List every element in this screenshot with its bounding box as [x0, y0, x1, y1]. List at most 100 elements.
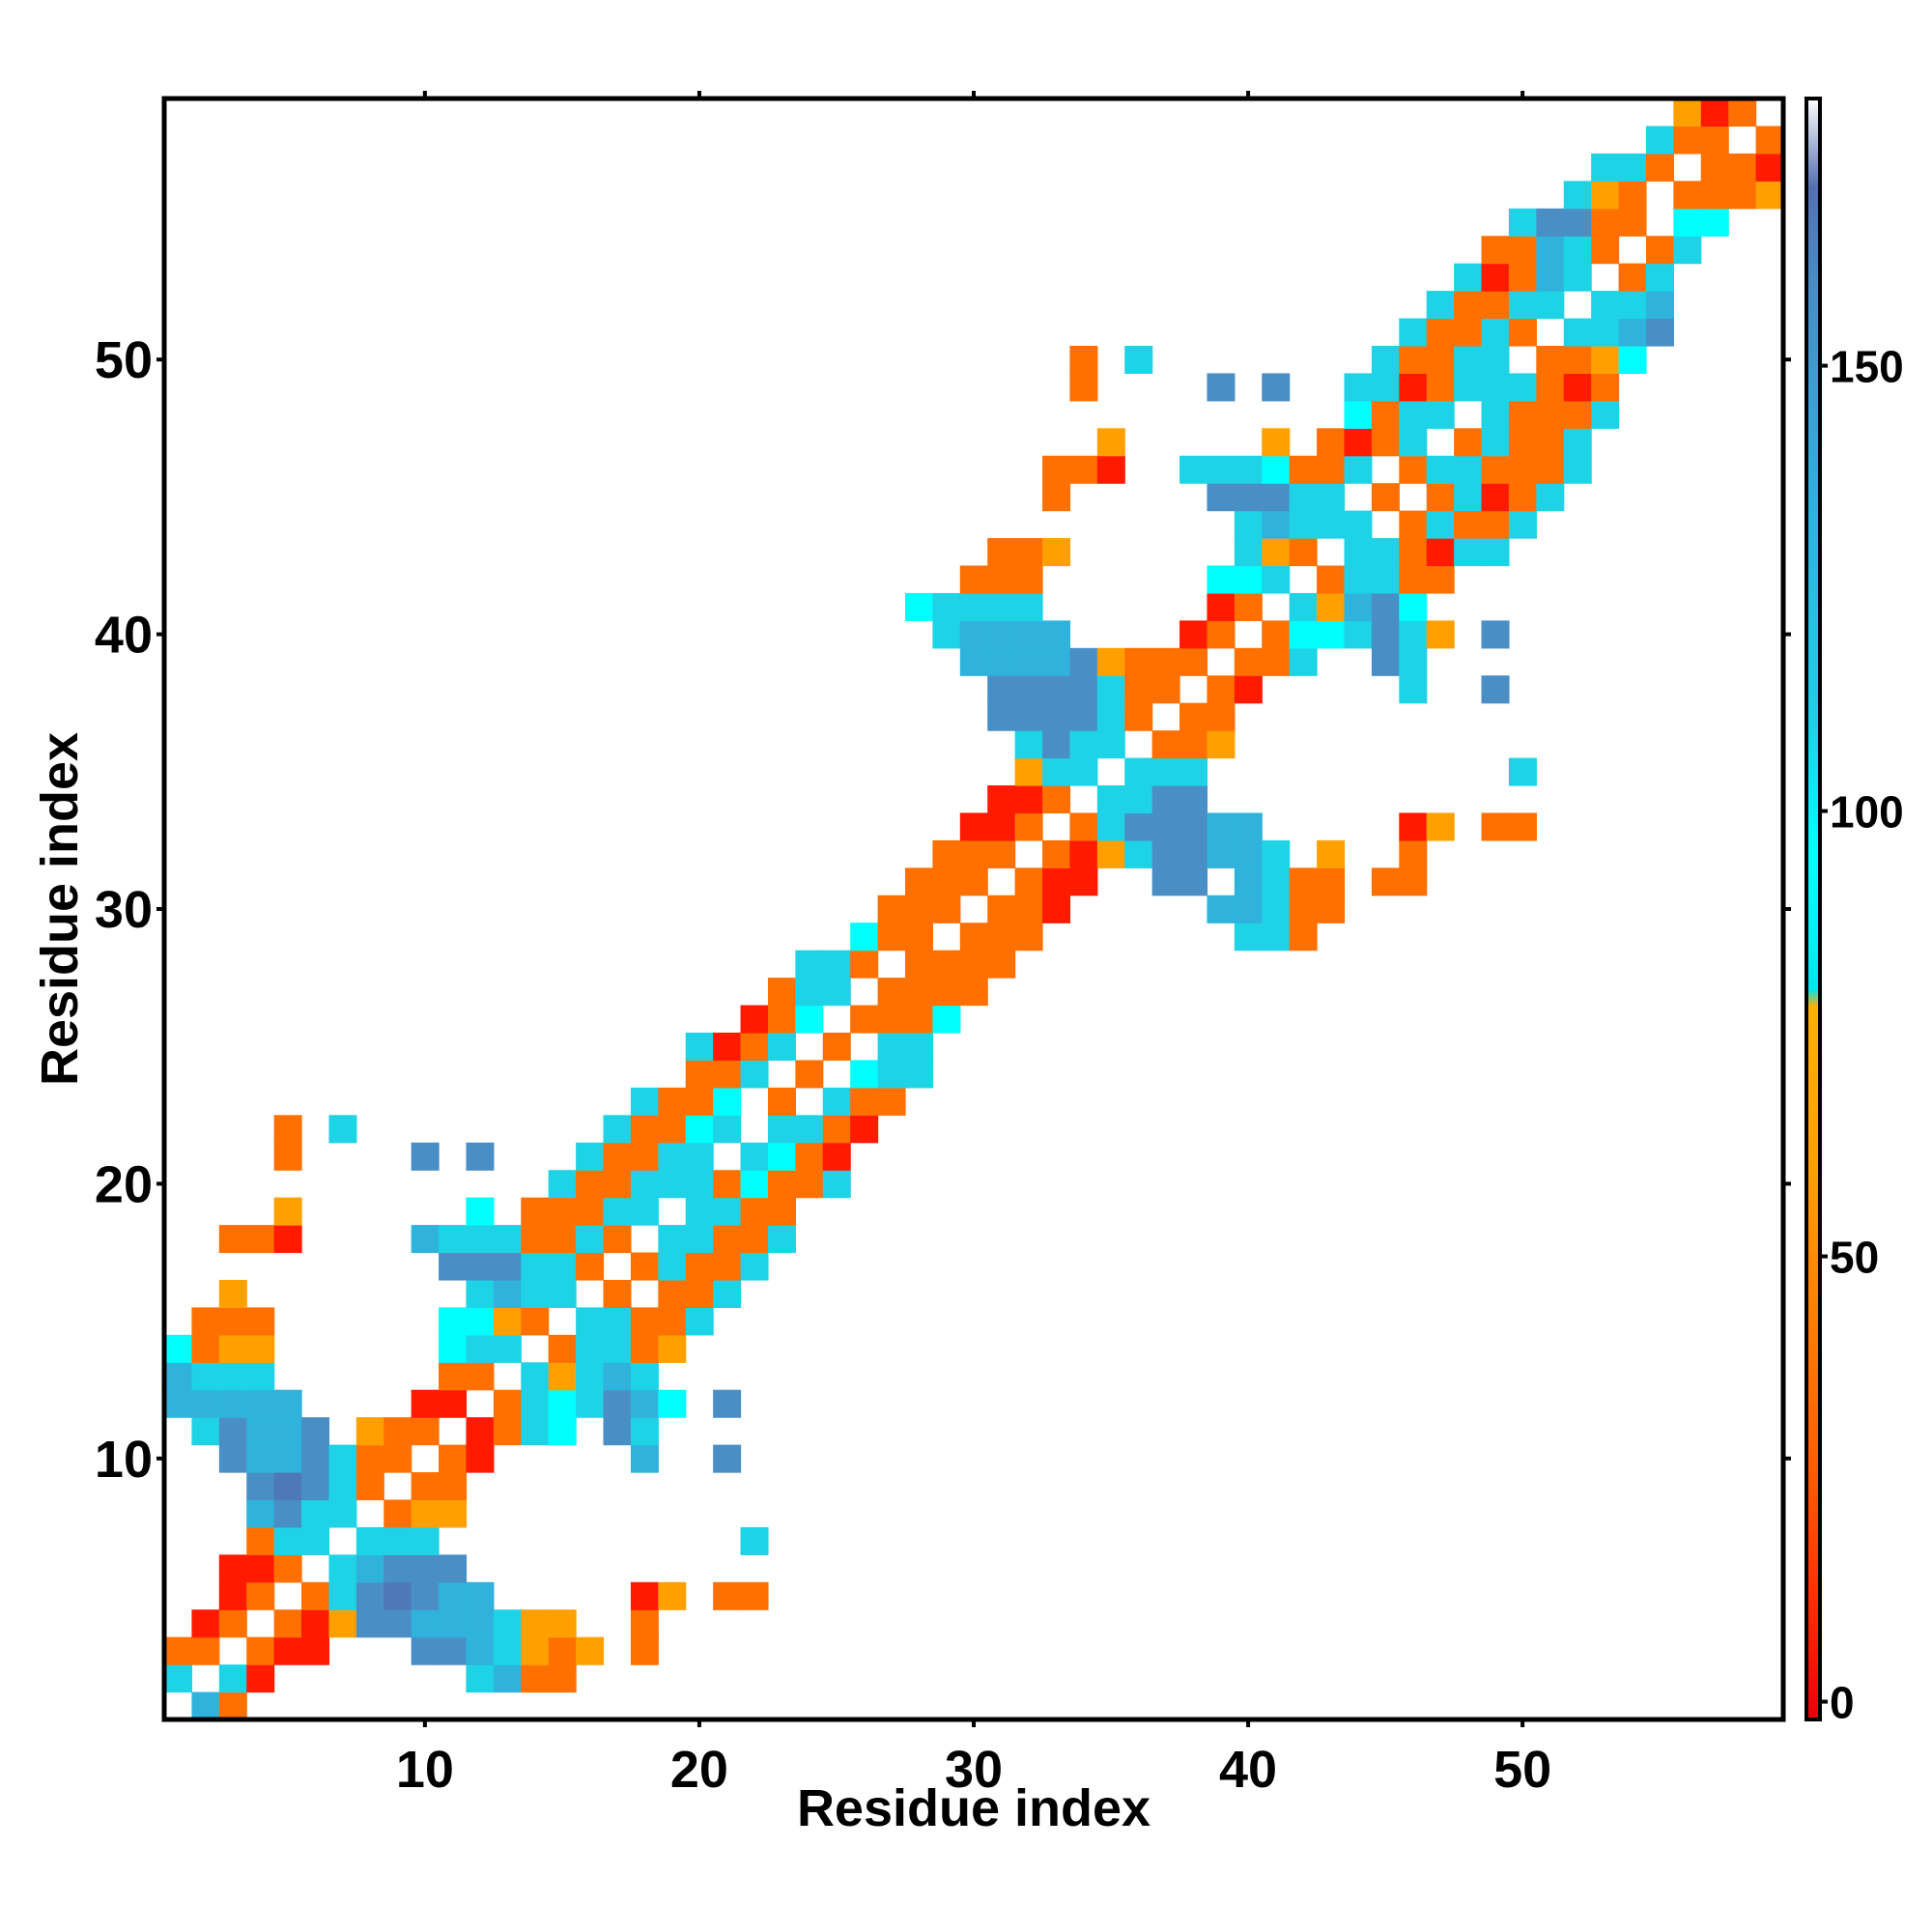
heatmap-cell [658, 1307, 687, 1336]
heatmap-cell [630, 1609, 659, 1638]
heatmap-cell [904, 923, 933, 952]
heatmap-cell [246, 1307, 275, 1336]
heatmap-cell [1069, 345, 1098, 375]
heatmap-cell [1262, 620, 1291, 649]
heatmap-cell [411, 1142, 440, 1171]
heatmap-cell [548, 1252, 577, 1281]
heatmap-cell [384, 1554, 412, 1583]
heatmap-cell [959, 592, 988, 621]
heatmap-cell [1700, 126, 1729, 155]
heatmap-cell [191, 1307, 220, 1336]
heatmap-cell [1454, 291, 1483, 320]
heatmap-cell [685, 1279, 714, 1308]
heatmap-cell [548, 1197, 577, 1226]
heatmap-cell [411, 1225, 440, 1254]
heatmap-cell [1399, 647, 1428, 676]
heatmap-cell [1042, 839, 1071, 868]
heatmap-cell [603, 1389, 632, 1418]
heatmap-cell [877, 895, 906, 923]
heatmap-cell [1042, 483, 1071, 512]
heatmap-cell [1124, 675, 1153, 704]
heatmap-cell [767, 1170, 796, 1199]
heatmap-cell [576, 1307, 605, 1336]
heatmap-cell [1454, 345, 1483, 375]
heatmap-cell [658, 1334, 687, 1363]
heatmap-cell [1289, 455, 1318, 484]
heatmap-cell [1069, 373, 1098, 402]
heatmap-cell [548, 1636, 577, 1665]
heatmap-cell [493, 1636, 522, 1665]
heatmap-cell [1536, 400, 1565, 429]
heatmap-cell [904, 950, 933, 979]
heatmap-cell [987, 702, 1016, 731]
heatmap-cell [493, 1664, 522, 1693]
heatmap-cell [740, 1581, 769, 1610]
heatmap-cell [713, 1225, 742, 1254]
heatmap-cell [877, 1087, 906, 1116]
heatmap-cell [191, 1636, 220, 1665]
heatmap-cell [1426, 318, 1455, 347]
colorbar-tick-label: 0 [1830, 1678, 1855, 1728]
heatmap-cell [1069, 702, 1098, 731]
heatmap-cell [576, 1362, 605, 1391]
heatmap-cell [164, 1636, 193, 1665]
heatmap-cell [987, 923, 1016, 952]
heatmap-cell [246, 1334, 275, 1363]
heatmap-cell [959, 978, 988, 1007]
heatmap-cell [1371, 428, 1400, 457]
heatmap-cell [1399, 812, 1428, 841]
heatmap-cell [273, 1142, 302, 1171]
heatmap-cell [1344, 538, 1373, 567]
heatmap-cell [1207, 702, 1236, 731]
heatmap-cell [932, 950, 961, 979]
heatmap-cell [1399, 839, 1428, 868]
heatmap-cell [273, 1526, 302, 1555]
heatmap-cell [1536, 208, 1565, 237]
heatmap-cell [1262, 428, 1291, 457]
heatmap-cell [1508, 318, 1537, 347]
heatmap-cell [767, 1087, 796, 1116]
heatmap-cell [548, 1609, 577, 1638]
heatmap-cell [411, 1609, 440, 1638]
heatmap-cell [1481, 373, 1510, 402]
heatmap-cell [630, 1417, 659, 1446]
heatmap-cell [1344, 620, 1373, 649]
heatmap-cell [1014, 730, 1043, 759]
heatmap-cell [1399, 592, 1428, 621]
heatmap-cell [1151, 730, 1180, 759]
heatmap-cell [987, 620, 1016, 649]
heatmap-cell [1563, 455, 1592, 484]
heatmap-cell [191, 1362, 220, 1391]
heatmap-cell [466, 1444, 495, 1473]
heatmap-cell [576, 1636, 605, 1665]
heatmap-cell [1262, 483, 1291, 512]
heatmap-cell [246, 1472, 275, 1501]
heatmap-cell [1508, 400, 1537, 429]
heatmap-cell [466, 1197, 495, 1226]
heatmap-cell [1426, 483, 1455, 512]
heatmap-cell [1508, 510, 1537, 539]
heatmap-cell [1344, 565, 1373, 594]
heatmap-cell [439, 1636, 468, 1665]
heatmap-cell [273, 1197, 302, 1226]
heatmap-cell [1426, 812, 1455, 841]
heatmap-cell [877, 978, 906, 1007]
heatmap-cell [904, 895, 933, 923]
heatmap-cell [411, 1636, 440, 1665]
heatmap-cell [1317, 620, 1346, 649]
heatmap-cell [1151, 812, 1180, 841]
plot-frame [161, 96, 1786, 1722]
heatmap-cell [1042, 647, 1071, 676]
heatmap-cell [767, 1225, 796, 1254]
heatmap-cell [439, 1499, 468, 1528]
heatmap-cell [1508, 757, 1537, 786]
heatmap-cell [521, 1417, 550, 1446]
heatmap-cell [1371, 620, 1400, 649]
heatmap-cell [1042, 895, 1071, 923]
heatmap-cell [1234, 895, 1263, 923]
heatmap-cells [164, 99, 1784, 1720]
heatmap-cell [630, 1334, 659, 1363]
y-axis-title: Residue index [31, 732, 89, 1086]
heatmap-cell [466, 1279, 495, 1308]
heatmap-cell [713, 1252, 742, 1281]
